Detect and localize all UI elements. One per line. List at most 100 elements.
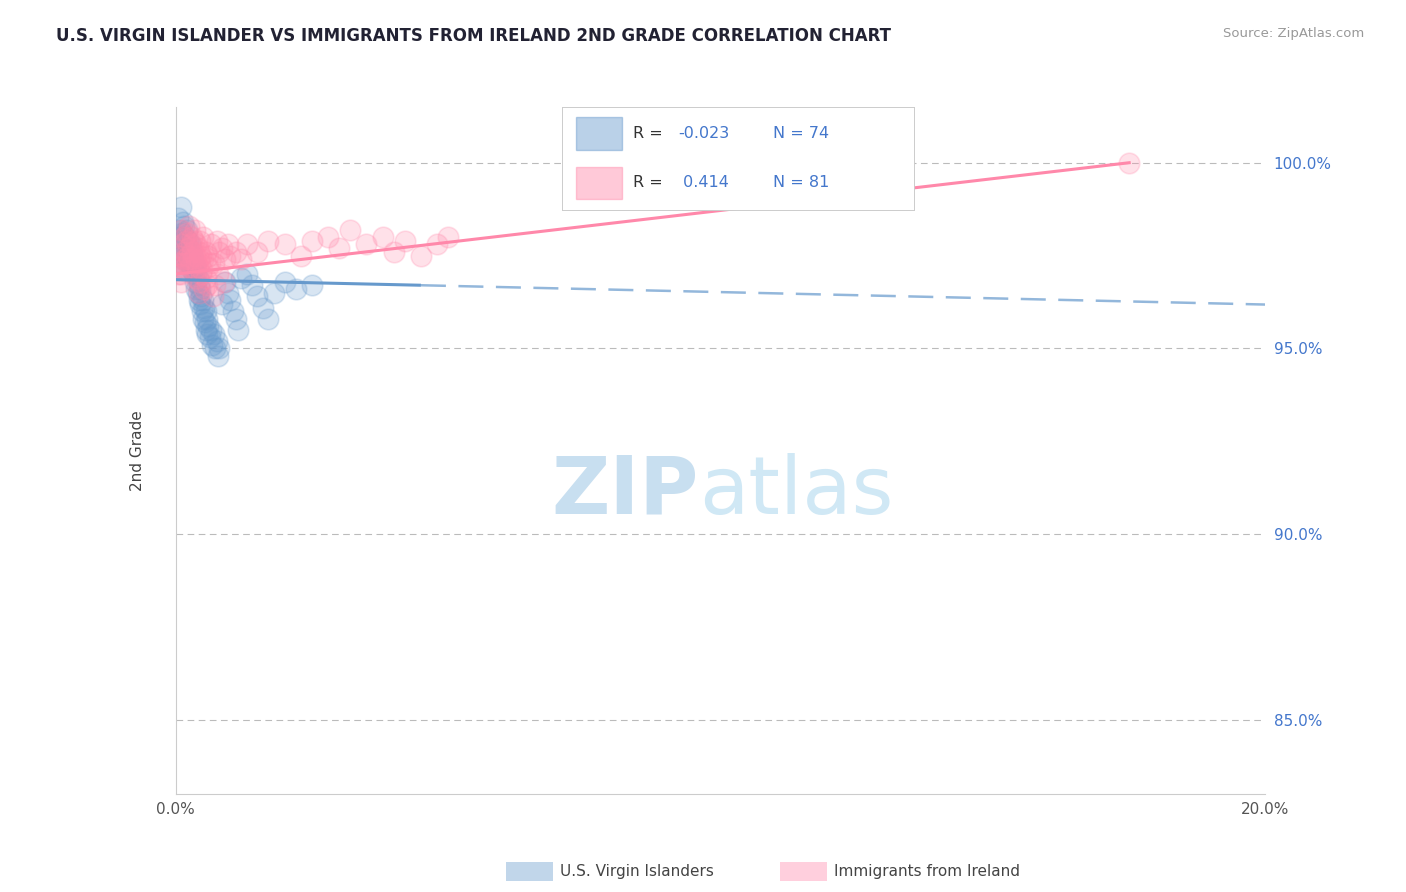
- Point: [184, 256, 207, 270]
- Point: [204, 278, 226, 293]
- Point: [231, 270, 253, 285]
- Point: [181, 252, 204, 267]
- Point: [169, 248, 191, 262]
- Point: [191, 311, 214, 326]
- Point: [186, 282, 208, 296]
- Point: [328, 241, 350, 255]
- Point: [167, 267, 190, 281]
- Point: [207, 349, 229, 363]
- Point: [219, 248, 242, 262]
- Point: [204, 342, 226, 356]
- Text: 2nd Grade: 2nd Grade: [131, 410, 145, 491]
- Point: [186, 260, 209, 274]
- Point: [167, 211, 190, 226]
- Point: [219, 293, 242, 307]
- Point: [301, 278, 323, 293]
- Point: [186, 270, 209, 285]
- Point: [193, 301, 215, 315]
- Point: [187, 285, 209, 300]
- Point: [231, 252, 253, 267]
- Point: [170, 222, 193, 236]
- Text: R =: R =: [633, 176, 668, 191]
- Point: [172, 252, 194, 267]
- Point: [217, 237, 239, 252]
- Point: [188, 282, 211, 296]
- Point: [205, 334, 228, 348]
- Point: [193, 282, 215, 296]
- Point: [173, 263, 195, 277]
- Point: [235, 267, 257, 281]
- Point: [172, 256, 194, 270]
- Point: [180, 237, 202, 252]
- Point: [201, 337, 224, 351]
- Text: U.S. Virgin Islanders: U.S. Virgin Islanders: [560, 864, 713, 879]
- Text: U.S. VIRGIN ISLANDER VS IMMIGRANTS FROM IRELAND 2ND GRADE CORRELATION CHART: U.S. VIRGIN ISLANDER VS IMMIGRANTS FROM …: [56, 27, 891, 45]
- Point: [190, 267, 212, 281]
- Point: [197, 248, 219, 262]
- Text: atlas: atlas: [699, 452, 893, 531]
- Point: [177, 248, 200, 262]
- Point: [274, 237, 297, 252]
- Point: [214, 252, 236, 267]
- Point: [200, 237, 222, 252]
- Point: [169, 237, 191, 252]
- Text: N = 74: N = 74: [773, 126, 830, 141]
- Point: [437, 230, 460, 244]
- Point: [194, 244, 217, 259]
- Point: [194, 323, 217, 337]
- Text: Immigrants from Ireland: Immigrants from Ireland: [834, 864, 1019, 879]
- Point: [179, 256, 201, 270]
- Point: [225, 311, 247, 326]
- Point: [174, 237, 197, 252]
- Text: ZIP: ZIP: [551, 452, 699, 531]
- Point: [284, 282, 307, 296]
- Point: [190, 289, 212, 303]
- Point: [191, 252, 214, 267]
- Point: [184, 275, 207, 289]
- Bar: [576, 118, 621, 150]
- Point: [188, 293, 211, 307]
- Text: Source: ZipAtlas.com: Source: ZipAtlas.com: [1223, 27, 1364, 40]
- Point: [183, 234, 205, 248]
- Point: [211, 297, 233, 311]
- Point: [205, 234, 228, 248]
- Point: [186, 285, 209, 300]
- Point: [195, 311, 218, 326]
- Point: [174, 234, 197, 248]
- Point: [179, 260, 201, 274]
- Point: [176, 227, 198, 241]
- Point: [198, 256, 221, 270]
- Point: [252, 301, 274, 315]
- Point: [394, 234, 416, 248]
- Point: [200, 323, 222, 337]
- Point: [183, 267, 205, 281]
- Point: [181, 244, 204, 259]
- Point: [169, 222, 191, 236]
- Point: [181, 256, 204, 270]
- Point: [167, 230, 190, 244]
- Point: [257, 234, 280, 248]
- Point: [194, 270, 217, 285]
- Point: [188, 244, 211, 259]
- Bar: [576, 167, 621, 199]
- Point: [184, 222, 207, 236]
- Point: [173, 244, 195, 259]
- Point: [173, 230, 195, 244]
- Point: [172, 215, 194, 229]
- Point: [194, 304, 217, 318]
- Point: [240, 278, 263, 293]
- Point: [169, 256, 191, 270]
- Point: [217, 285, 239, 300]
- Point: [179, 252, 201, 267]
- Point: [176, 222, 198, 236]
- Point: [188, 256, 211, 270]
- Point: [371, 230, 394, 244]
- Point: [181, 248, 204, 262]
- Text: -0.023: -0.023: [678, 126, 730, 141]
- Point: [167, 260, 190, 274]
- Point: [195, 326, 218, 341]
- Point: [170, 260, 193, 274]
- Point: [177, 241, 200, 255]
- Text: R =: R =: [633, 126, 668, 141]
- Point: [197, 319, 219, 334]
